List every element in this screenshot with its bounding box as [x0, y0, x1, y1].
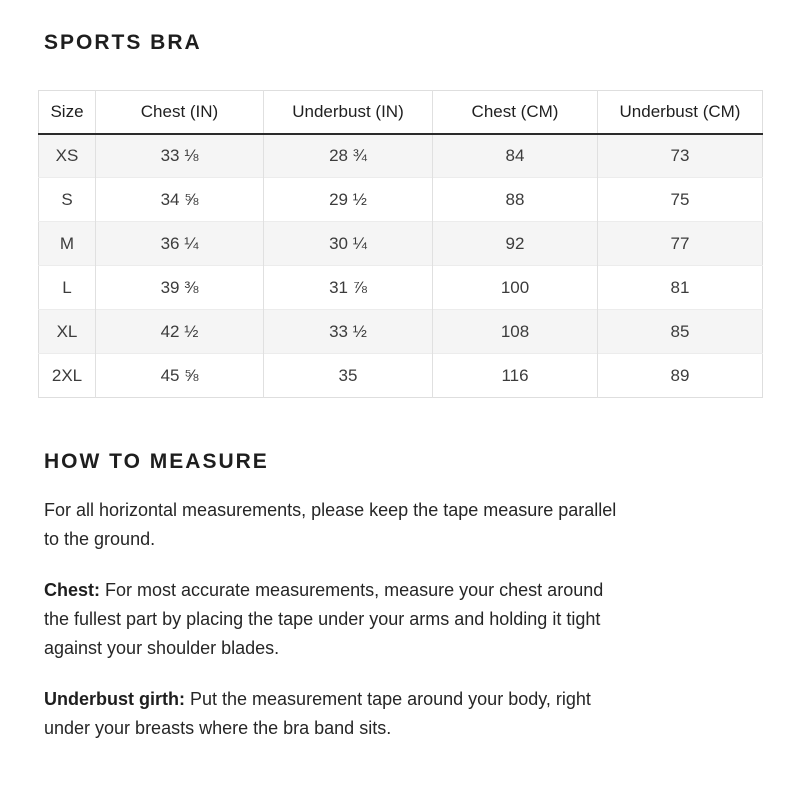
underbust-label: Underbust girth:	[44, 689, 185, 709]
chest-in-cell: 36 ¼	[95, 221, 264, 266]
table-row-m: M 36 ¼ 30 ¼ 92 77	[38, 221, 763, 266]
column-header-chest-cm: Chest (CM)	[432, 90, 598, 135]
underbust-cm-cell: 85	[597, 309, 763, 354]
size-cell: XL	[38, 309, 96, 354]
underbust-cm-cell: 81	[597, 265, 763, 310]
column-header-underbust-cm: Underbust (CM)	[597, 90, 763, 135]
chest-in-cell: 34 ⅝	[95, 177, 264, 222]
chest-in-cell: 39 ⅜	[95, 265, 264, 310]
chest-cm-cell: 108	[432, 309, 598, 354]
size-cell: XS	[38, 133, 96, 178]
underbust-in-cell: 35	[263, 353, 433, 398]
measure-intro-paragraph: For all horizontal measurements, please …	[44, 500, 617, 549]
chest-cm-cell: 88	[432, 177, 598, 222]
table-row-xl: XL 42 ½ 33 ½ 108 85	[38, 309, 763, 354]
chest-in-cell: 42 ½	[95, 309, 264, 354]
underbust-cm-cell: 75	[597, 177, 763, 222]
underbust-in-cell: 31 ⅞	[263, 265, 433, 310]
table-row-xs: XS 33 ⅛ 28 ¾ 84 73	[38, 133, 763, 178]
table-row-2xl: 2XL 45 ⅝ 35 116 89	[38, 353, 763, 398]
underbust-in-cell: 29 ½	[263, 177, 433, 222]
how-to-measure-heading: HOW TO MEASURE	[44, 450, 269, 473]
size-cell: 2XL	[38, 353, 96, 398]
table-row-s: S 34 ⅝ 29 ½ 88 75	[38, 177, 763, 222]
chest-in-cell: 33 ⅛	[95, 133, 264, 178]
chest-label: Chest:	[44, 580, 101, 600]
underbust-paragraph: Underbust girth: Put the measurement tap…	[44, 685, 724, 743]
size-cell: M	[38, 221, 96, 266]
chest-paragraph: Chest: For most accurate measurements, m…	[44, 576, 724, 663]
size-cell: L	[38, 265, 96, 310]
how-to-measure-section: For all horizontal measurements, please …	[38, 496, 762, 743]
size-cell: S	[38, 177, 96, 222]
chest-in-cell: 45 ⅝	[95, 353, 264, 398]
underbust-cm-cell: 73	[597, 133, 763, 178]
chest-cm-cell: 84	[432, 133, 598, 178]
table-row-l: L 39 ⅜ 31 ⅞ 100 81	[38, 265, 763, 310]
underbust-cm-cell: 77	[597, 221, 763, 266]
underbust-text: Put the measurement tape around your bod…	[44, 689, 591, 738]
table-header-row: Size Chest (IN) Underbust (IN) Chest (CM…	[38, 90, 763, 135]
underbust-cm-cell: 89	[597, 353, 763, 398]
size-guide-content: SPORTS BRA Size Chest (IN) Underbust (IN…	[38, 31, 763, 743]
underbust-in-cell: 28 ¾	[263, 133, 433, 178]
underbust-in-cell: 30 ¼	[263, 221, 433, 266]
chest-cm-cell: 100	[432, 265, 598, 310]
page-title: SPORTS BRA	[44, 31, 202, 54]
chest-text: For most accurate measurements, measure …	[44, 580, 604, 658]
chest-cm-cell: 92	[432, 221, 598, 266]
underbust-in-cell: 33 ½	[263, 309, 433, 354]
column-header-underbust-in: Underbust (IN)	[263, 90, 433, 135]
column-header-size: Size	[38, 90, 96, 135]
size-chart-table: Size Chest (IN) Underbust (IN) Chest (CM…	[38, 90, 763, 398]
chest-cm-cell: 116	[432, 353, 598, 398]
column-header-chest-in: Chest (IN)	[95, 90, 264, 135]
